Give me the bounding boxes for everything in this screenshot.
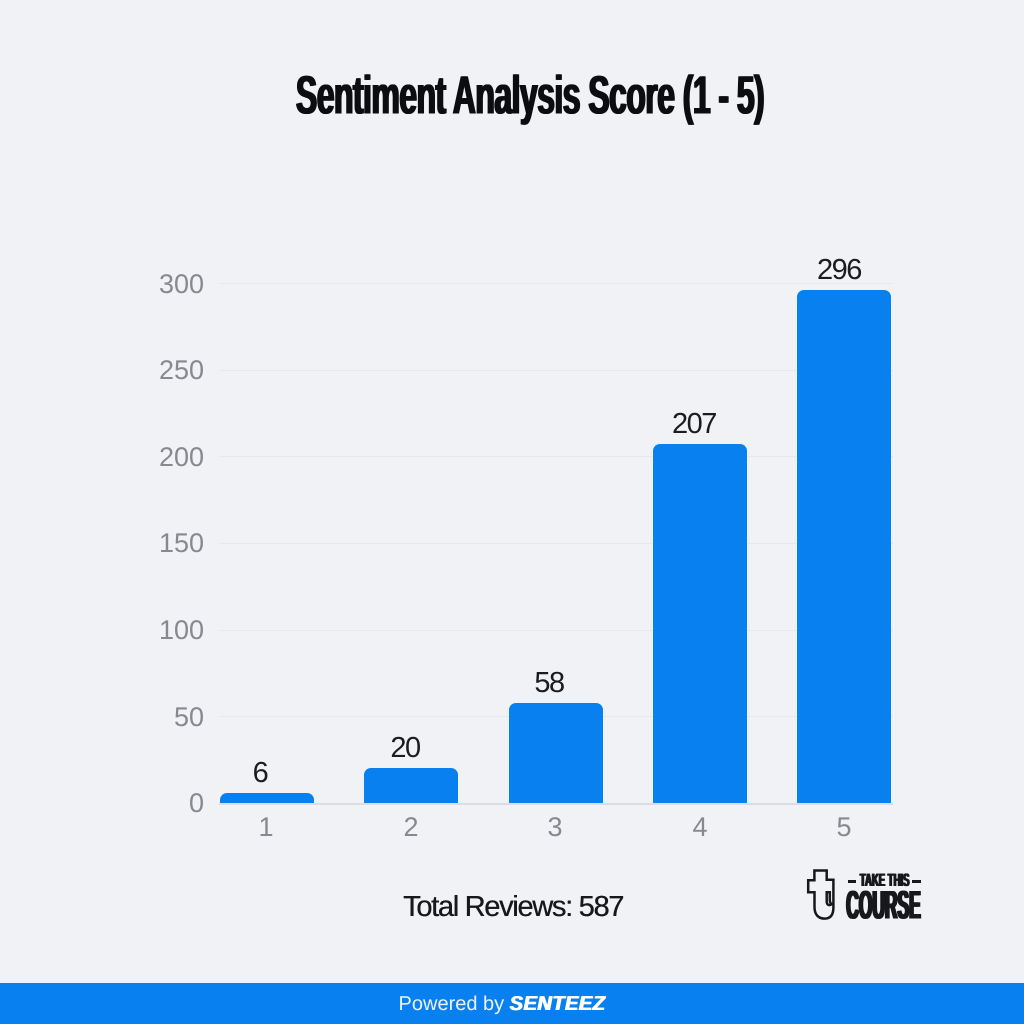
svg-text:Sentiment Analysis Score (1 -: Sentiment Analysis Score (1 - 5) (296, 66, 764, 126)
svg-text:TAKE THIS: TAKE THIS (859, 870, 909, 890)
svg-text:Sentiment Analysis Score (1 -: Sentiment Analysis Score (1 - 5) (297, 66, 765, 126)
svg-text:COURSE: COURSE (846, 884, 920, 928)
svg-text:COURSE: COURSE (845, 884, 919, 928)
svg-text:TAKE THIS: TAKE THIS (860, 870, 910, 890)
svg-text:TAKE THIS: TAKE THIS (861, 870, 911, 890)
svg-text:Sentiment Analysis Score (1 -: Sentiment Analysis Score (1 - 5) (295, 66, 763, 126)
svg-text:COURSE: COURSE (847, 884, 921, 928)
